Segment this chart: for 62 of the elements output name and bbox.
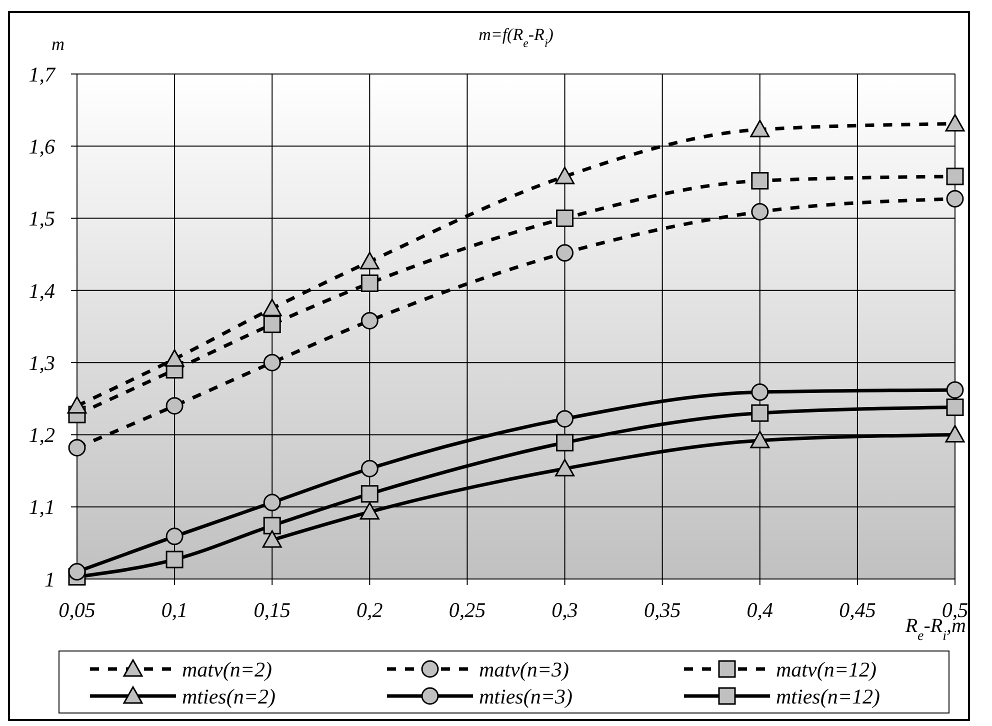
- point: [946, 398, 964, 416]
- x-tick-label: 0,15: [254, 598, 290, 622]
- point: [67, 396, 87, 414]
- x-tick-label: 0,45: [839, 598, 876, 622]
- point: [360, 460, 378, 478]
- y-tick-label: 1,7: [28, 62, 56, 86]
- point: [360, 312, 378, 330]
- point: [360, 252, 380, 270]
- y-tick-label: 1,1: [28, 495, 55, 520]
- chart-title: m=f(R$_{e}$-R$_{i}$): [478, 25, 554, 50]
- y-tick-label: 1,2: [28, 423, 56, 448]
- point: [166, 397, 184, 415]
- point: [751, 383, 769, 401]
- x-tick-label: 0,05: [58, 598, 96, 622]
- point: [164, 349, 184, 367]
- point: [262, 298, 282, 316]
- legend-label: matv(n=2): [182, 657, 272, 682]
- point: [945, 424, 965, 442]
- point: [360, 274, 378, 292]
- y-tick-label: 1,3: [28, 350, 55, 375]
- point: [945, 114, 965, 132]
- y-tick-label: 1: [44, 567, 55, 592]
- point: [556, 434, 574, 452]
- x-tick-label: 0,2: [356, 598, 384, 622]
- point: [750, 430, 770, 448]
- point: [556, 244, 574, 262]
- legend-label: mties(n=3): [479, 684, 572, 708]
- point: [360, 502, 380, 520]
- point: [166, 528, 184, 546]
- y-tick-label: 1,4: [28, 278, 56, 303]
- point: [556, 410, 574, 428]
- point: [946, 381, 964, 399]
- point: [68, 563, 86, 581]
- legend-label: mties(n=12): [776, 684, 880, 708]
- point: [262, 530, 282, 548]
- point: [263, 494, 281, 512]
- x-tick-label: 0,25: [448, 598, 486, 622]
- point: [750, 120, 770, 138]
- point: [751, 172, 769, 190]
- y-tick-label: 1,6: [28, 134, 56, 158]
- x-tick-label: 0,35: [644, 598, 681, 622]
- legend-label: mties(n=2): [182, 684, 276, 708]
- y-tick-label: 1,5: [28, 206, 55, 231]
- point: [751, 404, 769, 422]
- legend-label: matv(n=3): [479, 657, 569, 682]
- y-axis-title: m: [52, 34, 64, 54]
- point: [555, 458, 575, 476]
- point: [556, 210, 574, 228]
- point: [751, 203, 769, 221]
- point: [166, 550, 184, 568]
- legend-label: matv(n=12): [776, 657, 876, 682]
- x-tick-label: 0,1: [161, 598, 188, 622]
- x-tick-label: 0,3: [552, 598, 578, 622]
- point: [263, 354, 281, 372]
- point: [263, 316, 281, 334]
- x-tick-label: 0,4: [746, 598, 774, 622]
- point: [263, 516, 281, 534]
- point: [555, 166, 575, 184]
- point: [946, 190, 964, 208]
- point: [946, 168, 964, 186]
- point: [68, 438, 86, 456]
- point: [360, 485, 378, 503]
